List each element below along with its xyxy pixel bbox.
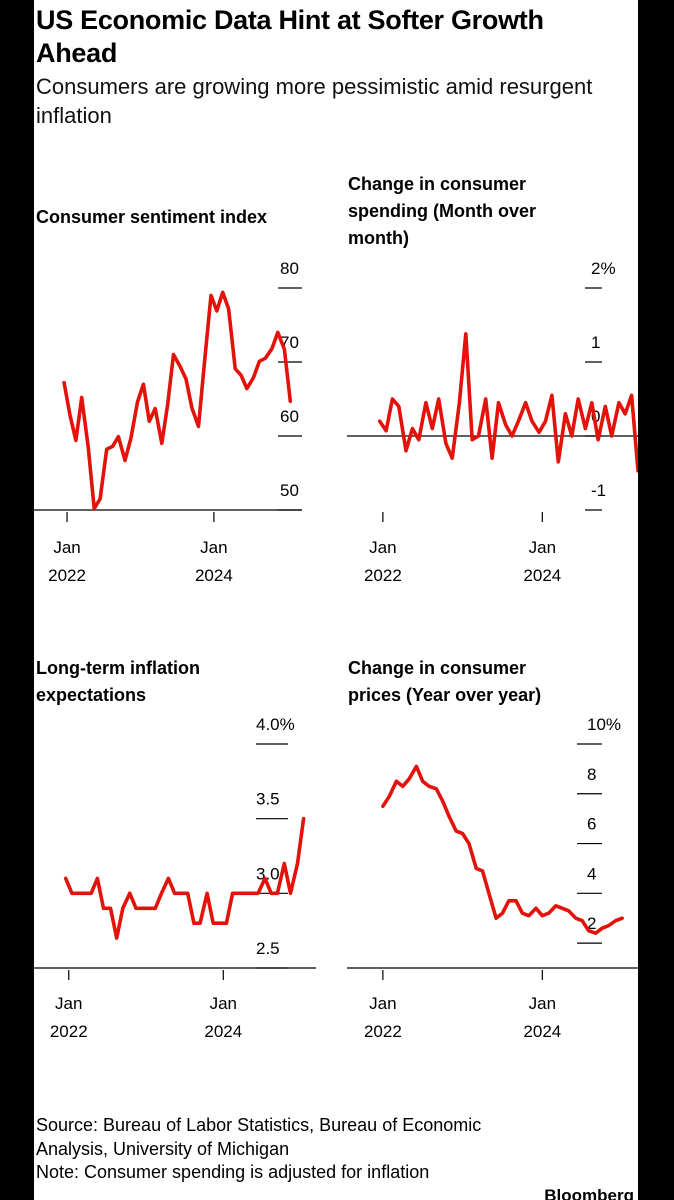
x-tick-label-year: 2024	[523, 1022, 561, 1041]
y-tick-label: 3.5	[256, 790, 280, 809]
y-tick-label: 6	[587, 815, 596, 834]
x-tick-label-month: Jan	[369, 538, 396, 557]
y-tick-label: 10%	[587, 715, 621, 734]
x-tick-label-month: Jan	[369, 994, 396, 1013]
y-tick-label: 2	[587, 914, 596, 933]
source-text: Source: Bureau of Labor Statistics, Bure…	[36, 1115, 482, 1159]
panel-title-line: spending (Month over	[348, 201, 536, 221]
y-tick-label: 2.5	[256, 939, 280, 958]
y-tick-label: 3.0	[256, 864, 280, 883]
panel-title-line: Change in consumer	[348, 658, 526, 678]
series-line	[62, 290, 293, 511]
x-tick-label-year: 2024	[204, 1022, 242, 1041]
x-tick-label-year: 2022	[364, 566, 402, 585]
charts-svg: Consumer sentiment index80706050Jan2022J…	[34, 174, 638, 1041]
y-tick-label: 4.0%	[256, 715, 295, 734]
panel-title-line: month)	[348, 228, 409, 248]
series-line	[377, 332, 638, 473]
bloomberg-logo: Bloomberg	[544, 1186, 634, 1200]
x-tick-label-year: 2024	[523, 566, 561, 585]
x-tick-label-year: 2022	[364, 1022, 402, 1041]
x-tick-label-month: Jan	[529, 994, 556, 1013]
x-tick-label-year: 2024	[195, 566, 233, 585]
x-tick-label-month: Jan	[55, 994, 82, 1013]
y-tick-label: 8	[587, 765, 596, 784]
panel-title-line: expectations	[36, 685, 146, 705]
x-tick-label-month: Jan	[53, 538, 80, 557]
source-note: Source: Bureau of Labor Statistics, Bure…	[36, 1114, 556, 1185]
series-line	[381, 764, 624, 936]
note-text: Note: Consumer spending is adjusted for …	[36, 1162, 430, 1182]
panel-title-line: Long-term inflation	[36, 658, 200, 678]
y-tick-label: 4	[587, 864, 596, 883]
panel-title-line: Change in consumer	[348, 174, 526, 194]
panel-title-line: Consumer sentiment index	[36, 207, 267, 227]
panel-consumer-sentiment: Consumer sentiment index80706050Jan2022J…	[34, 207, 302, 585]
panel-consumer-prices: Change in consumer prices (Year over year…	[347, 658, 638, 1041]
series-line	[63, 816, 306, 940]
subheadline: Consumers are growing more pessimistic a…	[36, 74, 593, 128]
x-tick-label-year: 2022	[50, 1022, 88, 1041]
y-tick-label: 2%	[591, 259, 616, 278]
y-tick-label: 60	[280, 407, 299, 426]
y-tick-label: -1	[591, 481, 606, 500]
x-tick-label-month: Jan	[200, 538, 227, 557]
x-tick-label-year: 2022	[48, 566, 86, 585]
panel-inflation-expectations: Long-term inflation expectations 4.0% 3.5 3.…	[34, 658, 316, 1041]
panel-consumer-spending: Change in consumer spending (Month over mo…	[347, 174, 638, 585]
y-tick-label: 80	[280, 259, 299, 278]
y-tick-label: 50	[280, 481, 299, 500]
headline: US Economic Data Hint at Softer Growth A…	[36, 5, 544, 68]
panel-title-line: prices (Year over year)	[348, 685, 541, 705]
x-tick-label-month: Jan	[529, 538, 556, 557]
chart-card: US Economic Data Hint at Softer Growth A…	[34, 0, 638, 1200]
y-tick-label: 1	[591, 333, 600, 352]
x-tick-label-month: Jan	[210, 994, 237, 1013]
